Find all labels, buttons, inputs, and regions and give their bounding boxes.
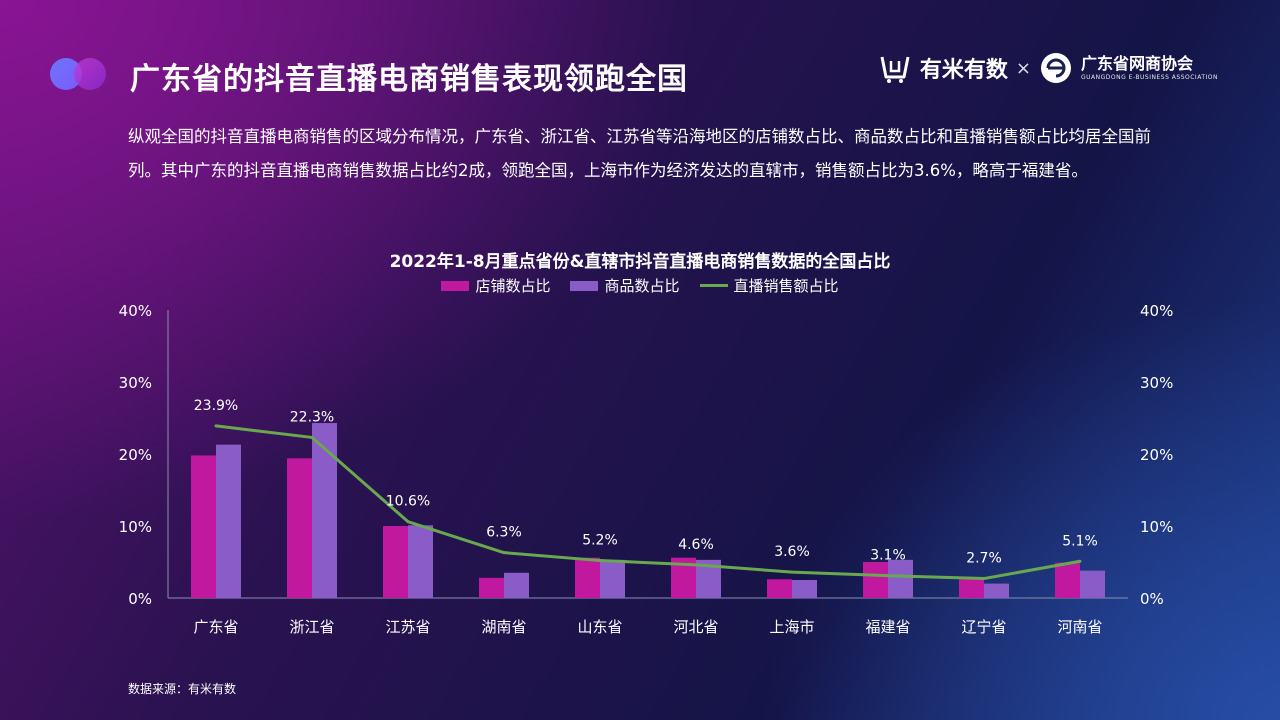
sales-data-label: 10.6%: [386, 494, 430, 510]
bar-store: [959, 579, 984, 598]
y2-tick-label: 30%: [1140, 374, 1173, 392]
sales-data-label: 2.7%: [966, 551, 1002, 567]
logo-primary-text: 有米有数: [919, 58, 1008, 83]
youmi-logo-icon: [880, 56, 910, 83]
sales-point: [502, 551, 506, 555]
sales-point: [1078, 559, 1082, 563]
x-tick-label: 河北省: [673, 618, 718, 636]
sales-point: [694, 563, 698, 567]
chart-title: 2022年1-8月重点省份&直辖市抖音直播电商销售数据的全国占比: [389, 252, 891, 272]
bar-store: [1055, 562, 1080, 598]
y2-tick-label: 0%: [1140, 590, 1164, 608]
sales-point: [598, 559, 602, 563]
sales-data-label: 6.3%: [486, 525, 522, 541]
bar-store: [575, 557, 600, 598]
x-tick-label: 山东省: [577, 618, 622, 636]
bar-store: [479, 577, 504, 598]
bar-product: [312, 423, 337, 598]
bar-product: [504, 572, 529, 598]
logo-separator: ×: [1015, 57, 1031, 79]
sales-point: [886, 574, 890, 578]
bar-product: [792, 580, 817, 598]
sales-line: [215, 424, 1081, 581]
sales-data-label: 5.2%: [582, 533, 618, 549]
bar-product: [888, 559, 913, 598]
bar-store: [863, 562, 888, 598]
legend-swatch-sales: [699, 284, 728, 287]
y-tick-label: 40%: [119, 302, 152, 320]
logo-secondary: 广东省网商协会 GUANGDONG E-BUSINESS ASSOCIATION: [1081, 53, 1218, 81]
logo-secondary-text: 广东省网商协会: [1081, 53, 1194, 73]
data-source: 数据来源：有米有数: [128, 682, 237, 696]
sales-point: [406, 520, 410, 524]
x-tick-label: 上海市: [769, 618, 814, 636]
y2-tick-label: 40%: [1140, 302, 1173, 320]
logo-secondary-sub: GUANGDONG E-BUSINESS ASSOCIATION: [1081, 73, 1218, 81]
bar-product: [408, 525, 433, 598]
bar-product: [600, 559, 625, 598]
sales-data-label: 23.9%: [194, 398, 238, 414]
x-tick-label: 湖南省: [481, 618, 526, 636]
title-decoration-icon: [50, 58, 108, 90]
chart-legend: 店铺数占比 商品数占比 直播销售额占比: [0, 275, 1280, 296]
sales-data-label: 4.6%: [678, 537, 714, 553]
y-tick-label: 0%: [128, 590, 152, 608]
y2-tick-label: 10%: [1140, 518, 1173, 536]
bar-store: [287, 458, 312, 598]
y2-tick-label: 20%: [1140, 446, 1173, 464]
x-tick-label: 河南省: [1057, 618, 1102, 636]
legend-item-product: 商品数占比: [570, 275, 680, 296]
summary-paragraph: 纵观全国的抖音直播电商销售的区域分布情况，广东省、浙江省、江苏省等沿海地区的店铺…: [128, 127, 1151, 180]
x-tick-label: 江苏省: [385, 618, 430, 636]
bar-product: [984, 583, 1009, 598]
y-tick-label: 10%: [119, 518, 152, 536]
y-tick-label: 30%: [119, 374, 152, 392]
sales-data-label: 3.6%: [774, 544, 810, 560]
legend-label-product: 商品数占比: [604, 277, 680, 295]
association-logo-icon: [1041, 53, 1071, 83]
sales-point: [982, 577, 986, 581]
bar-store: [191, 455, 216, 598]
page-title: 广东省的抖音直播电商销售表现领跑全国: [130, 62, 688, 97]
legend-label-sales: 直播销售额占比: [733, 277, 839, 295]
legend-label-store: 店铺数占比: [475, 277, 551, 295]
x-tick-label: 辽宁省: [961, 618, 1006, 636]
legend-swatch-store: [441, 280, 470, 291]
bar-product: [1080, 570, 1105, 598]
y-tick-label: 20%: [119, 446, 152, 464]
x-tick-label: 广东省: [193, 618, 238, 636]
legend-item-sales: 直播销售额占比: [699, 275, 839, 296]
legend-item-store: 店铺数占比: [441, 275, 550, 296]
sales-point: [310, 435, 314, 439]
x-tick-label: 浙江省: [289, 618, 334, 636]
sales-data-label: 3.1%: [870, 548, 906, 564]
sales-point: [214, 424, 218, 428]
sales-data-label: 22.3%: [290, 409, 334, 425]
sales-data-label: 5.1%: [1062, 533, 1098, 549]
legend-swatch-product: [570, 280, 599, 291]
sales-point: [790, 570, 794, 574]
logos: 有米有数 × 广东省网商协会 GUANGDONG E-BUSINESS ASSO…: [878, 48, 1218, 88]
x-tick-label: 福建省: [865, 618, 910, 636]
bar-store: [383, 526, 408, 598]
bar-product: [216, 444, 241, 598]
bar-store: [767, 579, 792, 598]
